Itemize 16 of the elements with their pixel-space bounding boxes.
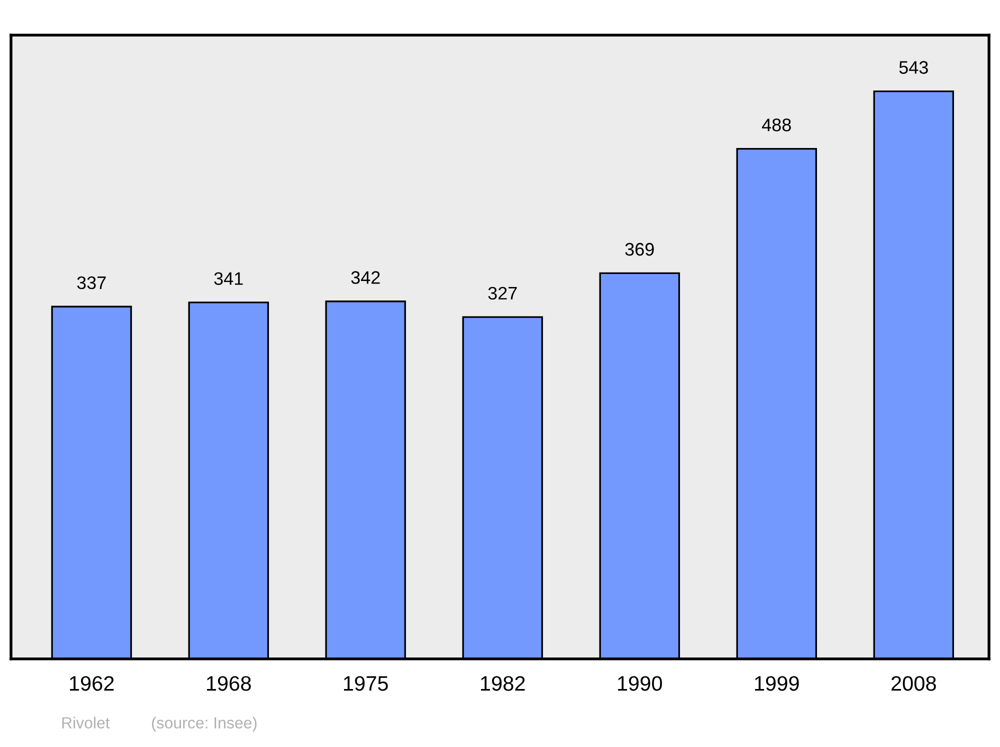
x-tick-label: 1975 (344, 676, 388, 691)
x-tick-label: 1982 (481, 676, 525, 691)
data-label: 369 (625, 242, 654, 256)
data-label: 488 (762, 118, 791, 132)
x-tick-label: 1962 (70, 676, 114, 691)
data-label: 341 (214, 272, 243, 285)
text: (source: Insee) (152, 716, 257, 732)
data-label: 543 (899, 61, 928, 74)
x-tick-label: 1999 (755, 676, 799, 691)
data-label: 337 (77, 276, 106, 290)
x-tick-label: 1990 (618, 676, 662, 691)
x-tick-label: 1968 (206, 676, 251, 691)
x-tick-label: 2008 (892, 676, 936, 691)
data-label: 327 (488, 286, 517, 300)
text: Rivolet (62, 716, 110, 728)
data-label: 342 (351, 271, 380, 284)
